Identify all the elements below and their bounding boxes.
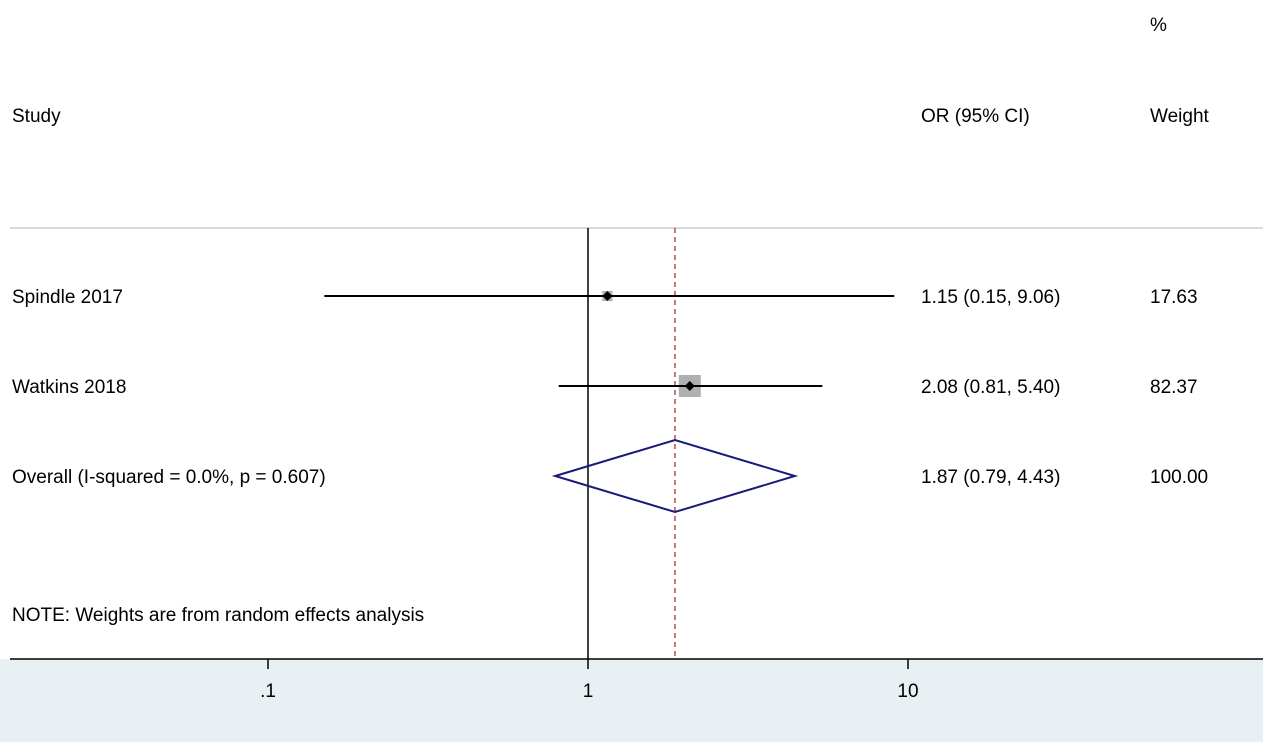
study-weight: 17.63: [1150, 287, 1198, 308]
overall-weight: 100.00: [1150, 467, 1208, 488]
study-label: Watkins 2018: [12, 377, 126, 398]
weight-header: Weight: [1150, 106, 1210, 127]
study-or-ci: 2.08 (0.81, 5.40): [921, 377, 1060, 398]
study-row: Watkins 2018 2.08 (0.81, 5.40) 82.37: [12, 375, 1198, 398]
study-row: Spindle 2017 1.15 (0.15, 9.06) 17.63: [12, 287, 1198, 308]
weight-header-percent: %: [1150, 15, 1167, 36]
overall-or-ci: 1.87 (0.79, 4.43): [921, 467, 1060, 488]
study-or-ci: 1.15 (0.15, 9.06): [921, 287, 1060, 308]
x-axis-ticks: .1 1 10: [260, 659, 919, 702]
study-weight: 82.37: [1150, 377, 1198, 398]
overall-label: Overall (I-squared = 0.0%, p = 0.607): [12, 467, 326, 488]
study-header: Study: [12, 106, 61, 127]
overall-row: Overall (I-squared = 0.0%, p = 0.607) 1.…: [12, 438, 1208, 514]
point-estimate: [602, 291, 613, 301]
note-text: NOTE: Weights are from random effects an…: [12, 605, 424, 626]
study-label: Spindle 2017: [12, 287, 123, 308]
overall-diamond: [551, 438, 799, 514]
x-tick-label: 1: [583, 681, 594, 702]
x-tick-label: 10: [897, 681, 918, 702]
point-estimate: [684, 381, 695, 391]
or-header: OR (95% CI): [921, 106, 1030, 127]
x-tick-label: .1: [260, 681, 276, 702]
axis-band: [0, 659, 1263, 742]
